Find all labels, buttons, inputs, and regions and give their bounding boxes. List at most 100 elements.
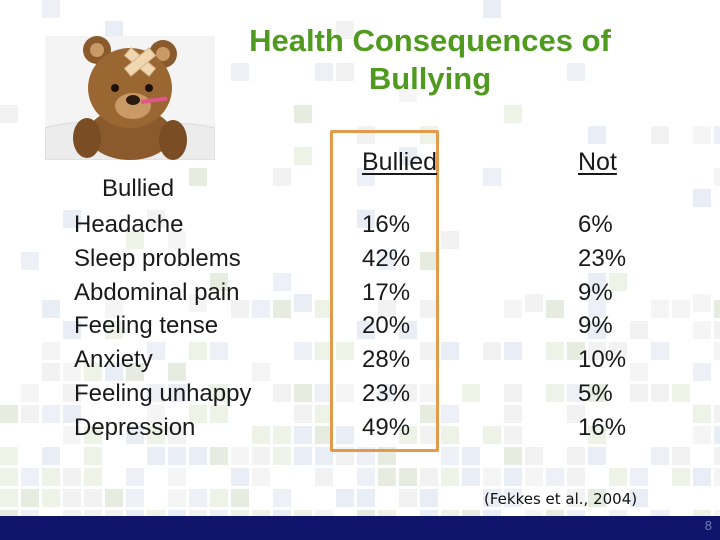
background-tile [546,468,564,486]
background-tile [420,468,438,486]
background-tile [693,126,711,144]
background-tile [105,21,123,39]
background-tile [231,447,249,465]
background-tile [42,489,60,507]
background-tile [21,489,39,507]
background-tile [105,489,123,507]
background-tile [63,489,81,507]
background-tile [42,363,60,381]
column-header-not: Not [578,148,617,176]
background-tile [84,447,102,465]
background-tile [504,405,522,423]
background-tile [315,426,333,444]
background-tile [252,300,270,318]
background-tile [273,168,291,186]
background-tile [168,489,186,507]
background-tile [399,321,417,339]
background-tile [546,342,564,360]
background-tile [630,489,648,507]
background-tile [0,489,18,507]
background-tile [0,447,18,465]
background-tile [630,321,648,339]
background-tile [252,363,270,381]
background-tile [672,447,690,465]
background-tile [336,384,354,402]
background-tile [168,468,186,486]
background-tile [126,468,144,486]
background-tile [315,384,333,402]
background-tile [588,273,606,291]
background-tile [252,447,270,465]
background-tile [168,447,186,465]
symptom-label: Feeling tense [74,312,219,340]
background-tile [714,342,720,360]
symptom-label: Feeling unhappy [74,379,252,407]
background-tile [315,447,333,465]
background-tile [420,342,438,360]
column-header-bullied: Bullied [362,148,438,176]
symptom-label: Sleep problems [74,244,241,272]
background-mosaic [0,0,720,528]
background-tile [273,426,291,444]
background-tile [357,210,375,228]
background-tile [210,384,228,402]
background-tile [357,468,375,486]
bullied-value: 23% [362,379,411,407]
bullied-value: 28% [362,346,411,374]
background-tile [567,384,585,402]
background-tile [147,384,165,402]
background-tile [630,363,648,381]
background-tile [231,489,249,507]
background-tile [231,63,249,81]
background-tile [504,342,522,360]
background-tile [462,447,480,465]
background-tile [315,405,333,423]
background-tile [420,489,438,507]
background-tile [714,321,720,339]
bullied-value: 42% [362,244,411,272]
background-tile [483,342,501,360]
background-tile [399,489,417,507]
bullied-value: 16% [362,211,411,238]
background-tile [651,384,669,402]
background-tile [483,468,501,486]
background-tile [441,447,459,465]
background-tile [525,294,543,312]
background-tile [147,342,165,360]
background-tile [84,363,102,381]
background-tile [378,300,396,318]
background-tile [42,0,60,18]
background-tile [483,168,501,186]
background-tile [210,489,228,507]
background-tile [0,468,18,486]
background-tile [714,447,720,465]
background-tile [21,384,39,402]
background-tile [567,468,585,486]
background-tile [441,468,459,486]
background-tile [210,273,228,291]
background-tile [714,168,720,186]
background-tile [693,189,711,207]
background-tile [651,126,669,144]
background-tile [504,426,522,444]
bullied-values: 16% 42% 17% 20% 28% 23% 49% [362,208,410,445]
background-tile [63,210,81,228]
background-tile [315,300,333,318]
background-tile [651,300,669,318]
background-tile [126,426,144,444]
background-tile [273,447,291,465]
background-tile [252,468,270,486]
background-tile [21,252,39,270]
background-tile [168,363,186,381]
background-tile [651,342,669,360]
background-tile [42,405,60,423]
background-tile [441,426,459,444]
background-tile [588,342,606,360]
background-tile [693,405,711,423]
background-tile [84,489,102,507]
symptom-label: Abdominal pain [74,278,240,306]
background-tile [231,300,249,318]
background-tile [420,384,438,402]
symptom-label: Anxiety [74,346,153,374]
background-tile [483,0,501,18]
